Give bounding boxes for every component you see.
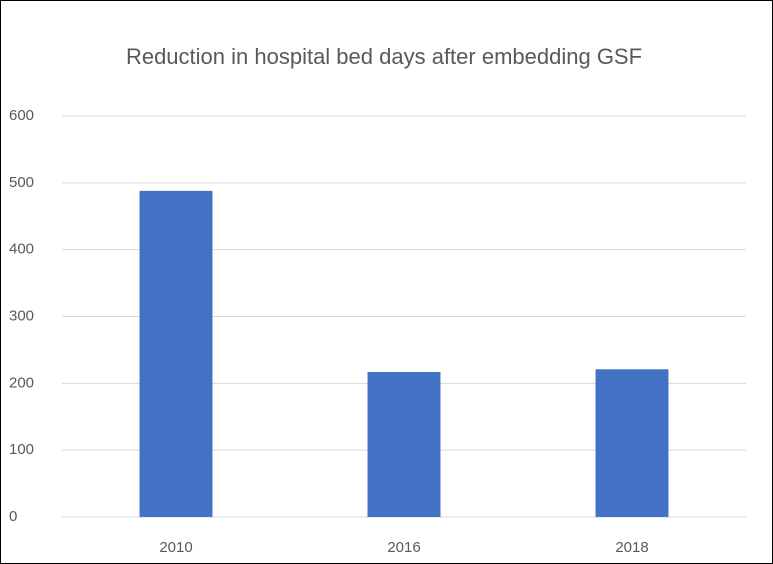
y-tick-label: 100	[9, 441, 34, 458]
x-tick-label: 2016	[387, 539, 420, 556]
x-tick-label: 2010	[159, 539, 192, 556]
x-tick-label: 2018	[615, 539, 648, 556]
bar	[139, 190, 213, 517]
y-tick-label: 0	[9, 508, 17, 525]
bar	[595, 369, 669, 517]
y-tick-label: 600	[9, 107, 34, 124]
y-tick-label: 200	[9, 374, 34, 391]
y-tick-label: 500	[9, 174, 34, 191]
y-tick-label: 400	[9, 241, 34, 258]
bar	[367, 371, 441, 517]
chart-title: Reduction in hospital bed days after emb…	[125, 44, 643, 69]
y-tick-label: 300	[9, 307, 34, 324]
